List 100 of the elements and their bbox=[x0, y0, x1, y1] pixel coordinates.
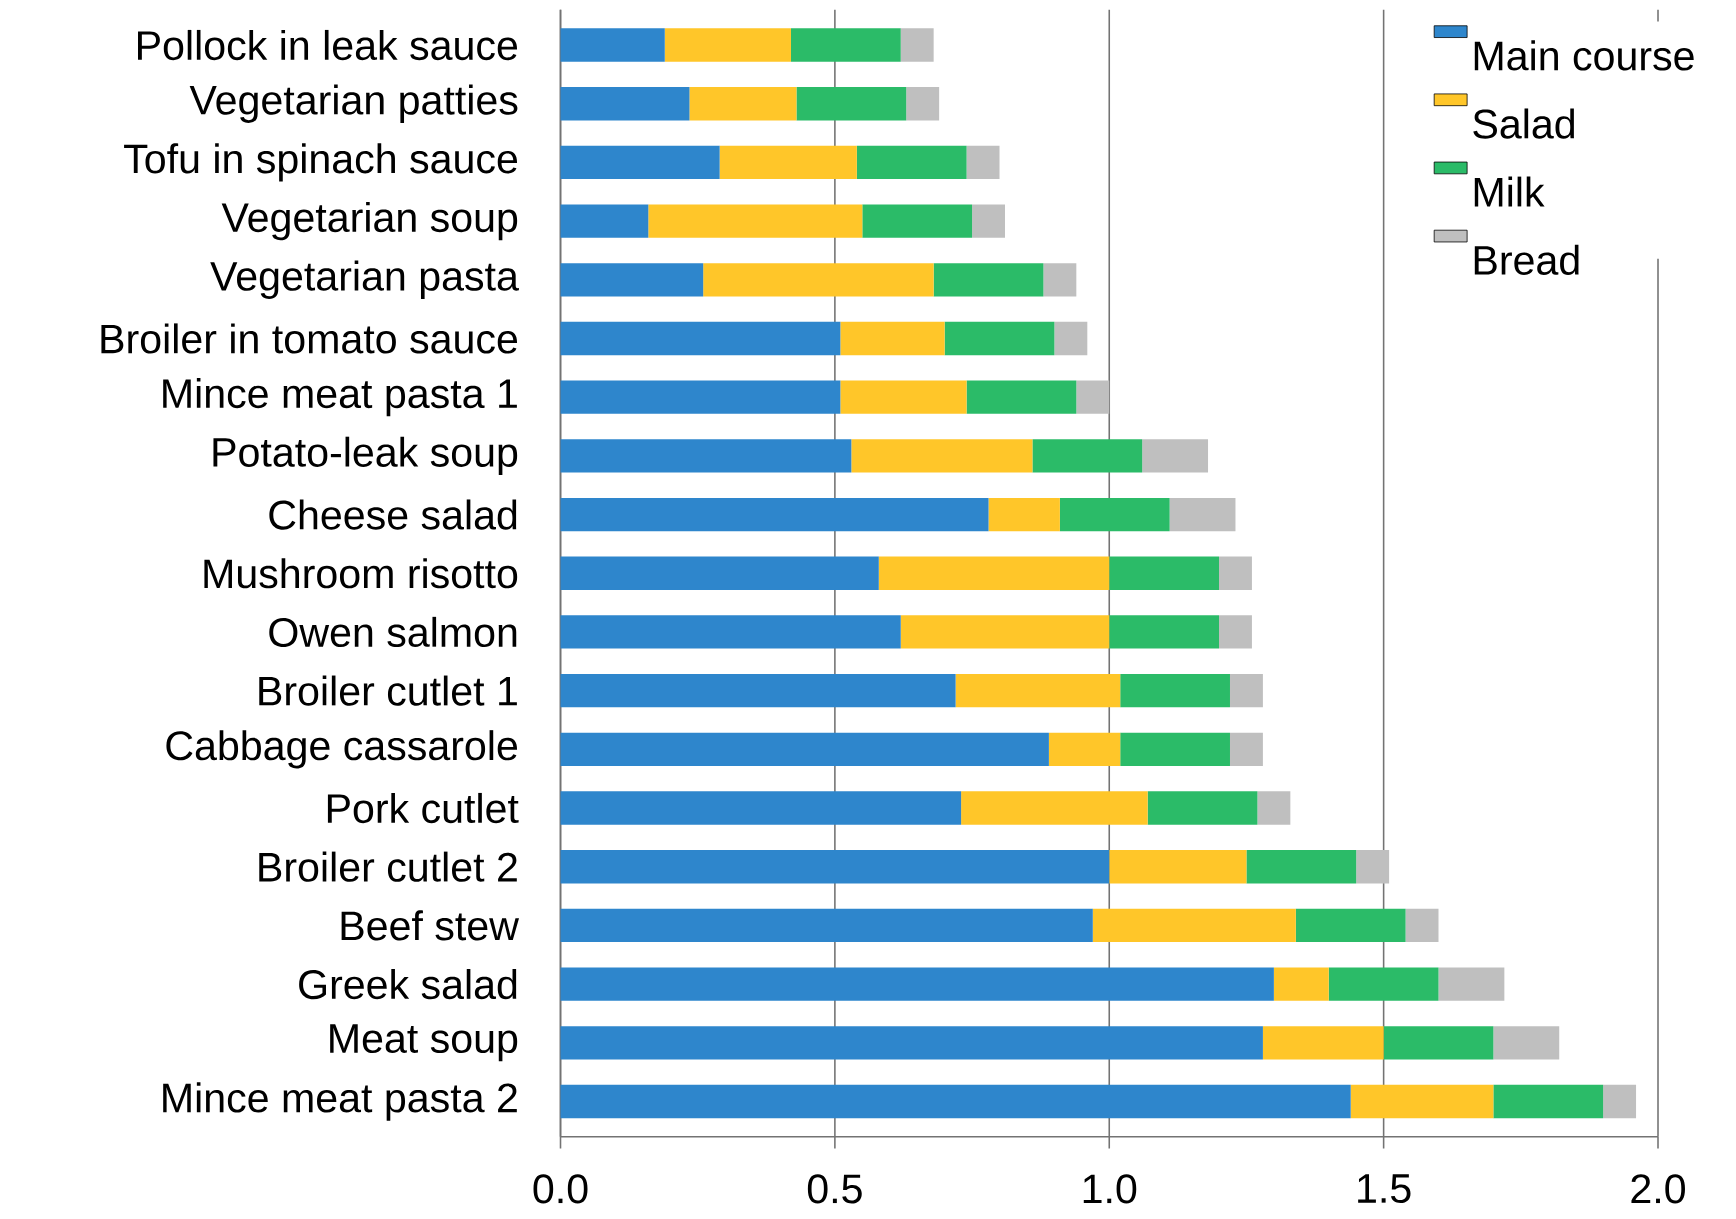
bar bbox=[972, 204, 1005, 238]
bar bbox=[961, 791, 1148, 825]
bar bbox=[1493, 1084, 1604, 1119]
bar bbox=[966, 145, 1000, 180]
bar bbox=[1493, 1026, 1560, 1060]
bar bbox=[900, 615, 1110, 649]
bar bbox=[560, 967, 1274, 1001]
bar bbox=[560, 556, 879, 590]
bar bbox=[796, 87, 907, 121]
bar bbox=[1169, 497, 1236, 532]
bar bbox=[966, 380, 1077, 414]
y-tick-label: Cabbage cassarole bbox=[166, 730, 518, 769]
bar bbox=[1273, 967, 1329, 1001]
bar bbox=[560, 615, 901, 649]
bar bbox=[1076, 380, 1110, 414]
y-tick-label: Mince meat pasta 2 bbox=[163, 1082, 517, 1121]
x-tick-label: 0.0 bbox=[533, 1174, 588, 1204]
bar bbox=[1229, 673, 1263, 708]
bar bbox=[1246, 850, 1357, 884]
bar bbox=[1059, 497, 1170, 532]
bar bbox=[1032, 439, 1143, 473]
x-tick-label: 0.5 bbox=[807, 1174, 862, 1204]
legend-label: Bread bbox=[1474, 244, 1579, 275]
bar bbox=[1350, 1084, 1494, 1119]
bar bbox=[560, 380, 841, 414]
y-tick-label: Broiler cutlet 1 bbox=[259, 675, 517, 706]
bar bbox=[1356, 850, 1390, 884]
bar bbox=[1054, 321, 1088, 356]
x-tick-label: 1.5 bbox=[1358, 1174, 1411, 1204]
bar bbox=[560, 145, 720, 180]
y-tick-label: Pollock in leak sauce bbox=[138, 29, 518, 61]
bar bbox=[1295, 908, 1406, 943]
y-tick-label: Potato-leak soup bbox=[213, 436, 518, 476]
bar bbox=[1043, 263, 1077, 297]
bar bbox=[560, 497, 989, 532]
y-tick-label: Vegetarian patties bbox=[189, 84, 518, 123]
bar bbox=[1328, 967, 1439, 1001]
bar bbox=[703, 263, 934, 297]
bar bbox=[648, 204, 863, 238]
bar bbox=[560, 908, 1093, 943]
y-tick-label: Pork cutlet bbox=[327, 792, 519, 824]
x-tick-label: 1.0 bbox=[1083, 1174, 1137, 1204]
bar bbox=[560, 732, 1049, 766]
y-tick-label: Vegetarian soup bbox=[221, 201, 518, 241]
bar bbox=[840, 321, 945, 356]
bar bbox=[1383, 1026, 1494, 1060]
bar bbox=[1229, 732, 1263, 766]
bar bbox=[689, 87, 797, 121]
bar bbox=[1120, 673, 1230, 708]
bar bbox=[1109, 615, 1220, 649]
y-tick-label: Owen salmon bbox=[269, 616, 517, 648]
bar bbox=[851, 439, 1033, 473]
bar bbox=[1405, 908, 1439, 943]
y-tick-label: Mince meat pasta 1 bbox=[163, 378, 517, 417]
bar bbox=[906, 87, 940, 121]
bar bbox=[944, 321, 1055, 356]
bar bbox=[1092, 908, 1296, 943]
bar bbox=[933, 263, 1044, 297]
bar bbox=[1048, 732, 1121, 766]
bar bbox=[1147, 791, 1258, 825]
bar bbox=[560, 673, 956, 708]
bar bbox=[560, 1026, 1263, 1060]
legend-label: Milk bbox=[1474, 176, 1545, 207]
bar bbox=[560, 204, 649, 238]
x-tick-label: 2.0 bbox=[1631, 1174, 1685, 1204]
bar bbox=[1262, 1026, 1384, 1060]
y-tick-label: Broiler in tomato sauce bbox=[101, 323, 518, 354]
bar bbox=[955, 673, 1121, 708]
bar bbox=[900, 28, 934, 62]
y-tick-label: Vegetarian pasta bbox=[210, 260, 519, 299]
bar bbox=[560, 1084, 1351, 1119]
y-tick-label: Tofu in spinach sauce bbox=[124, 143, 518, 182]
legend-label: Salad bbox=[1473, 108, 1574, 139]
bar bbox=[1109, 556, 1220, 590]
y-tick-label: Mushroom risotto bbox=[204, 558, 518, 589]
bar bbox=[1257, 791, 1291, 825]
bar bbox=[1603, 1084, 1637, 1119]
bar bbox=[1109, 850, 1247, 884]
bar bbox=[1219, 615, 1252, 649]
legend-label: Main course bbox=[1474, 40, 1694, 71]
bar bbox=[719, 145, 857, 180]
bar bbox=[862, 204, 973, 238]
y-tick-label: Greek salad bbox=[299, 969, 517, 1000]
bar bbox=[1142, 439, 1209, 473]
bar bbox=[856, 145, 967, 180]
bar bbox=[560, 850, 1110, 884]
bar bbox=[560, 263, 704, 297]
y-tick-label: Cheese salad bbox=[269, 499, 517, 530]
bar bbox=[1120, 732, 1230, 766]
bar bbox=[790, 28, 901, 62]
bar bbox=[560, 791, 962, 825]
bar bbox=[560, 28, 665, 62]
bar bbox=[1438, 967, 1505, 1001]
bar bbox=[840, 380, 967, 414]
bar bbox=[988, 497, 1060, 532]
bar bbox=[560, 87, 690, 121]
y-tick-label: Meat soup bbox=[330, 1024, 518, 1062]
bar bbox=[878, 556, 1110, 590]
bar bbox=[664, 28, 791, 62]
y-tick-label: Beef stew bbox=[341, 910, 520, 941]
